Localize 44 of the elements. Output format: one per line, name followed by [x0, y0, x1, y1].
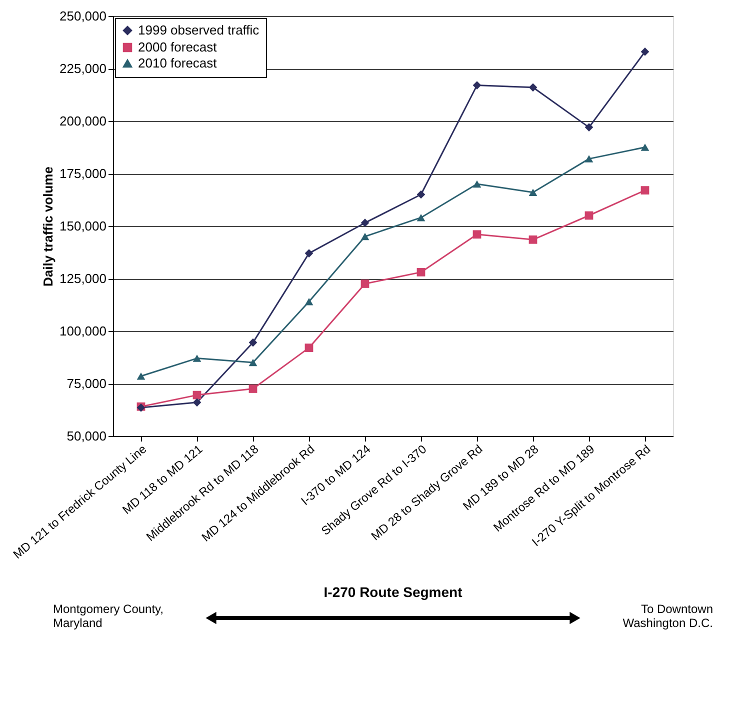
point: [360, 232, 370, 240]
point: [528, 235, 538, 244]
point: [192, 354, 202, 362]
y-tick-label: 100,000: [60, 324, 106, 338]
legend-label: 1999 observed traffic: [138, 22, 260, 38]
point: [528, 83, 538, 92]
point: [584, 155, 594, 162]
legend-label: 2000 forecast: [138, 40, 218, 54]
text: I-270 Route Segment: [324, 584, 463, 600]
y-tick-label: 50,000: [66, 428, 106, 444]
point: [248, 384, 258, 393]
point: [584, 123, 594, 132]
point: [640, 144, 650, 151]
point: [472, 230, 482, 239]
point: [416, 190, 426, 199]
point: [248, 358, 258, 366]
text: To Downtown Washington D.C.: [622, 602, 713, 630]
point: [640, 48, 650, 56]
point: [528, 188, 538, 196]
point: [192, 398, 202, 407]
y-tick-label: 150,000: [60, 218, 106, 234]
point: [192, 390, 202, 400]
point: [416, 268, 426, 276]
point: [136, 372, 146, 380]
point: [304, 344, 314, 352]
point: [640, 186, 650, 194]
point: [248, 338, 258, 347]
y-tick-label: 225,000: [60, 61, 106, 76]
legend-label: 2010 forecast: [138, 56, 218, 70]
text: Montgomery County, Maryland: [53, 602, 164, 630]
point: [584, 211, 594, 220]
y-tick-label: 200,000: [60, 114, 106, 128]
y-tick-label: 75,000: [66, 376, 106, 391]
y-tick-label: 125,000: [60, 271, 106, 286]
point: [472, 81, 482, 90]
point: [360, 218, 370, 228]
y-tick-label: 175,000: [60, 166, 106, 181]
point: [304, 298, 314, 306]
point: [416, 214, 426, 222]
y-axis-title: Daily traffic volume: [40, 166, 56, 286]
point: [304, 249, 314, 258]
point: [472, 180, 482, 188]
point: [360, 280, 370, 288]
y-tick-label: 250,000: [60, 8, 106, 24]
